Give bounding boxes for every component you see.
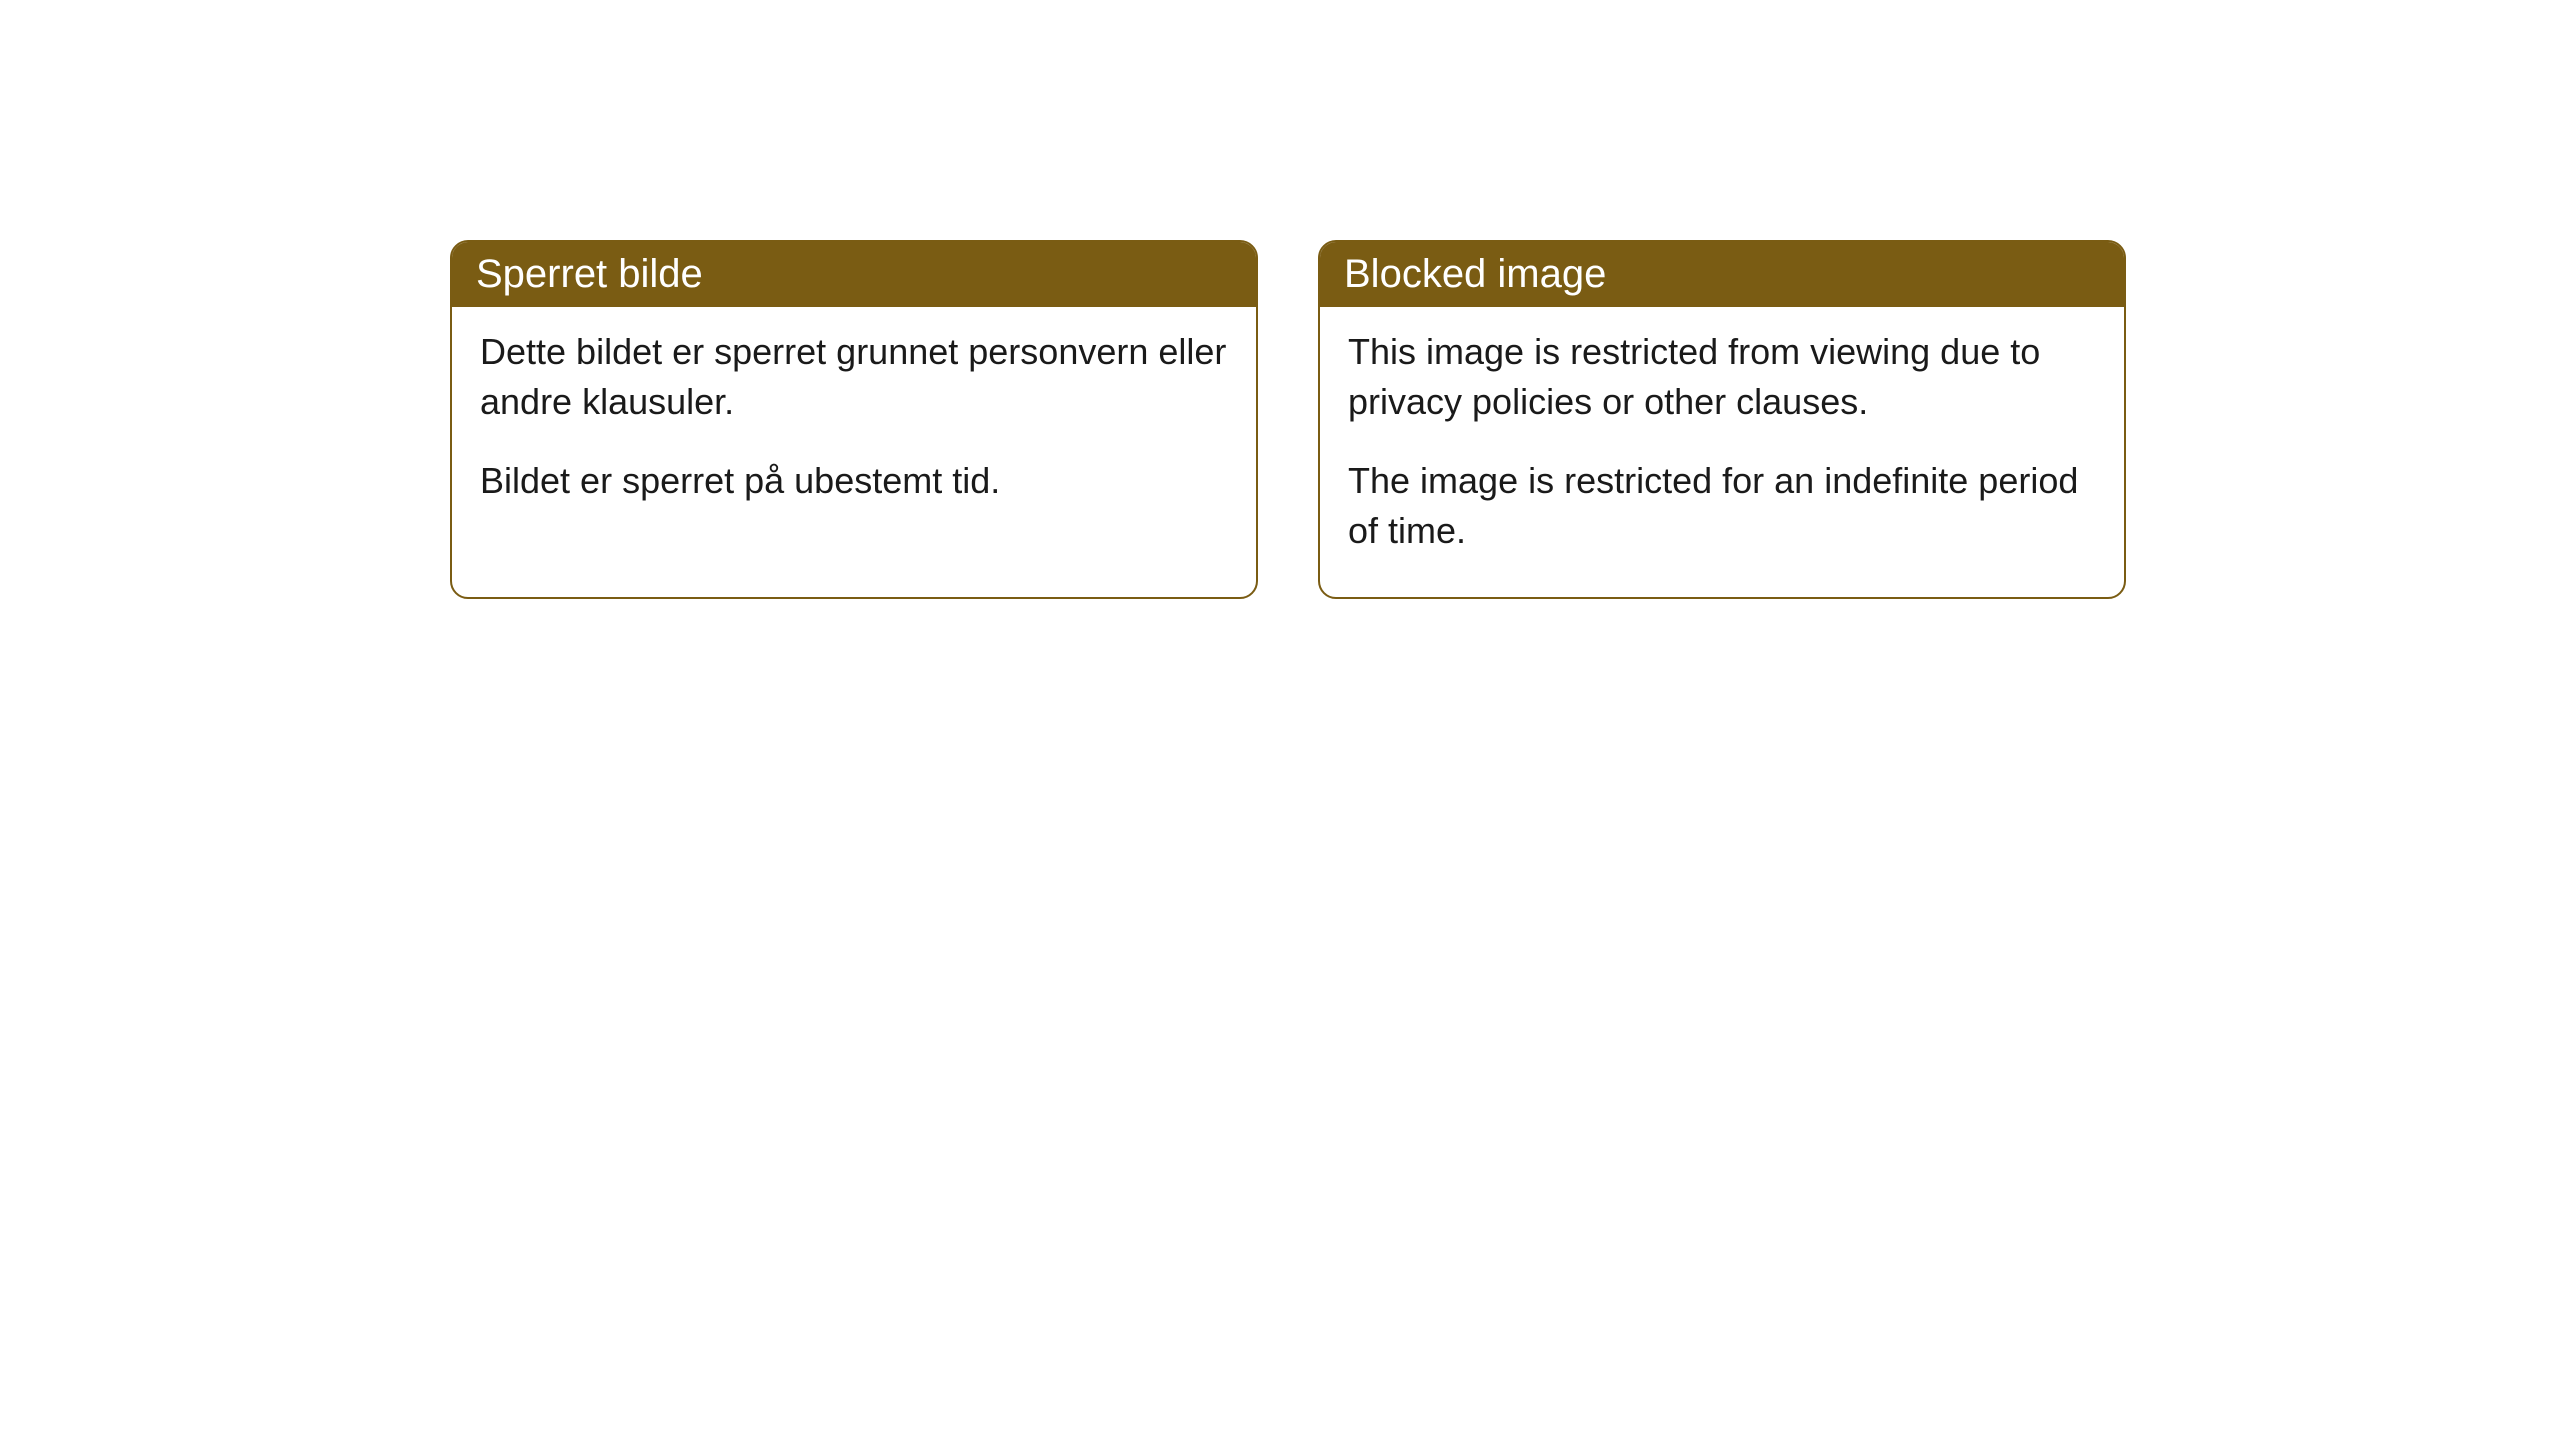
card-text-norwegian-1: Dette bildet er sperret grunnet personve… <box>480 327 1228 428</box>
card-body-english: This image is restricted from viewing du… <box>1320 307 2124 597</box>
card-text-english-2: The image is restricted for an indefinit… <box>1348 456 2096 557</box>
card-norwegian: Sperret bilde Dette bildet er sperret gr… <box>450 240 1258 599</box>
card-text-norwegian-2: Bildet er sperret på ubestemt tid. <box>480 456 1228 506</box>
card-english: Blocked image This image is restricted f… <box>1318 240 2126 599</box>
card-header-norwegian: Sperret bilde <box>452 242 1256 307</box>
card-header-english: Blocked image <box>1320 242 2124 307</box>
card-text-english-1: This image is restricted from viewing du… <box>1348 327 2096 428</box>
cards-container: Sperret bilde Dette bildet er sperret gr… <box>450 240 2560 599</box>
card-body-norwegian: Dette bildet er sperret grunnet personve… <box>452 307 1256 546</box>
